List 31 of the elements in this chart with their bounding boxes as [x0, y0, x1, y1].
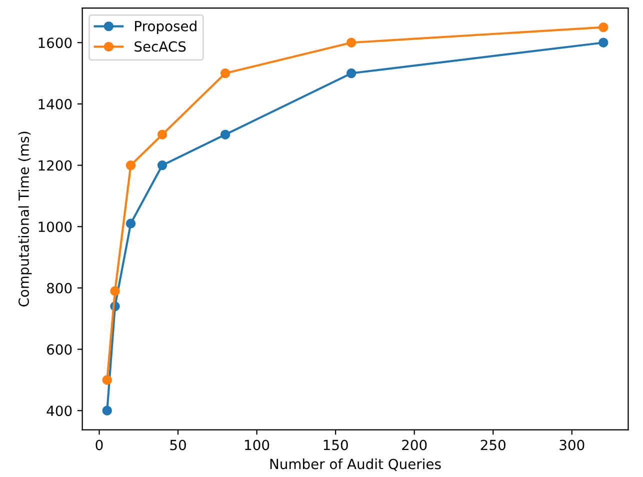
y-tick-label: 1600	[38, 38, 72, 48]
point	[346, 38, 356, 48]
x-tick-label: 250	[480, 440, 506, 450]
point	[220, 68, 230, 78]
y-tick-label: 1400	[38, 98, 72, 110]
y-tick-label: 1200	[38, 160, 72, 171]
x-tick-label: 50	[170, 440, 186, 450]
point	[598, 22, 608, 32]
point	[157, 130, 168, 140]
x-tick-label: 0	[96, 440, 103, 450]
point	[126, 218, 136, 228]
point	[102, 375, 112, 385]
point	[157, 160, 168, 170]
point	[598, 38, 608, 48]
y-tick-label: 800	[47, 282, 72, 294]
x-tick-label: 300	[560, 440, 584, 450]
point	[102, 406, 112, 416]
legend-label: SecACS	[134, 41, 186, 52]
point	[126, 160, 136, 170]
y-tick-label: 1000	[38, 222, 72, 232]
y-axis-title: Computational Time (ms)	[18, 132, 32, 307]
x-tick-label: 150	[324, 440, 348, 450]
y-tick-label: 400	[46, 406, 72, 416]
point	[110, 286, 120, 296]
point	[220, 130, 230, 140]
point	[346, 68, 356, 78]
x-tick-label: 100	[245, 440, 270, 450]
x-axis-title: Number of Audit Queries	[270, 458, 441, 471]
legend-label: Proposed	[135, 20, 196, 34]
x-tick-label: 200	[402, 440, 427, 450]
y-tick-label: 600	[47, 344, 72, 355]
